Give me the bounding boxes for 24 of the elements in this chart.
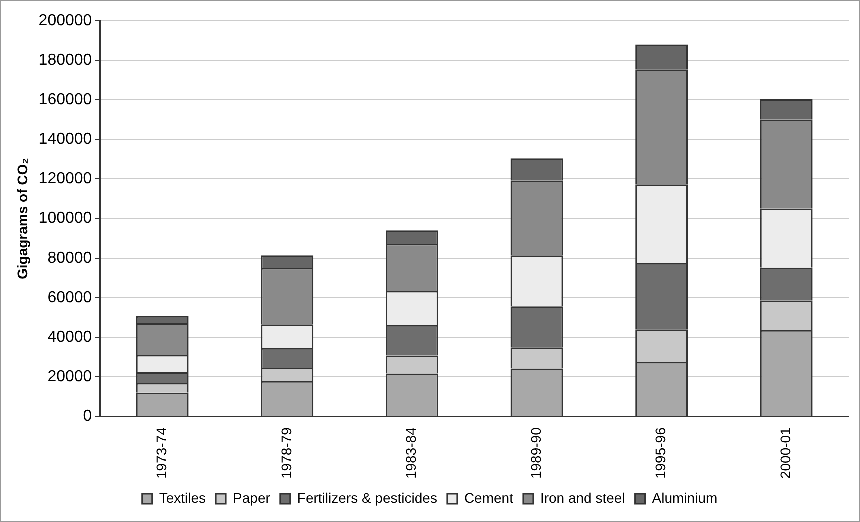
y-tick-label: 180000 xyxy=(38,52,92,69)
y-tick-label: 60000 xyxy=(48,289,92,306)
x-tick-label: 1989-90 xyxy=(528,427,544,480)
legend-label: Cement xyxy=(464,490,514,506)
y-tick-label: 160000 xyxy=(38,92,92,109)
y-tick-label: 40000 xyxy=(48,328,92,346)
legend-label: Paper xyxy=(233,490,271,506)
x-tick-label: 1978-79 xyxy=(278,427,294,480)
y-tick-label: 200000 xyxy=(38,12,92,30)
y-tick-label: 140000 xyxy=(38,131,92,148)
y-tick-label: 0 xyxy=(83,408,92,426)
x-tick-label: 1973-74 xyxy=(153,427,170,480)
legend-label: Aluminium xyxy=(652,490,718,506)
x-tick-label: 1983-84 xyxy=(403,427,420,480)
x-tick-label: 1995-96 xyxy=(652,427,669,480)
x-tick-label: 2000-01 xyxy=(777,427,794,480)
legend-label: Fertilizers & pesticides xyxy=(297,490,438,506)
y-axis-title: Gigagrams of CO₂ xyxy=(14,158,30,280)
y-tick-label: 100000 xyxy=(38,210,92,228)
legend-label: Textiles xyxy=(159,490,206,506)
y-tick-label: 20000 xyxy=(48,368,92,386)
y-tick-label: 120000 xyxy=(38,170,92,188)
y-tick-label: 80000 xyxy=(48,250,92,267)
legend-label: Iron and steel xyxy=(540,490,626,506)
